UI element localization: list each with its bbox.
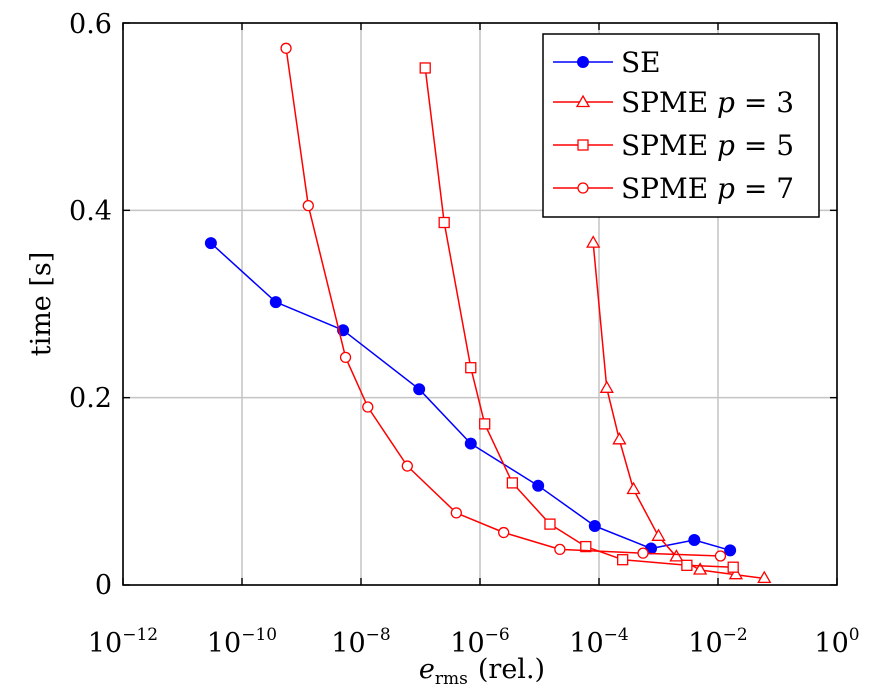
axis-ticks bbox=[122, 22, 838, 586]
data-point bbox=[681, 559, 693, 571]
data-point bbox=[413, 383, 426, 396]
series-se bbox=[204, 237, 737, 557]
legend-entry-se: SE bbox=[553, 46, 661, 79]
data-point bbox=[692, 562, 708, 575]
data-point bbox=[599, 380, 614, 393]
legend-entry-spme-p7: SPME p = 7 bbox=[553, 172, 794, 205]
data-point bbox=[728, 566, 744, 580]
data-point bbox=[498, 526, 510, 539]
legend-entry-spme-p5: SPME p = 5 bbox=[553, 129, 794, 162]
data-point bbox=[588, 519, 601, 532]
data-point bbox=[532, 479, 545, 492]
data-point bbox=[617, 554, 629, 566]
data-point bbox=[465, 362, 477, 374]
x-tick-label: 10−2 bbox=[688, 625, 747, 659]
y-tick-label: 0.4 bbox=[69, 196, 112, 227]
y-tick-labels: 0 0.2 0.4 0.6 bbox=[69, 9, 112, 601]
data-point bbox=[204, 237, 217, 250]
data-point bbox=[626, 481, 641, 495]
data-point bbox=[669, 549, 684, 562]
data-point bbox=[269, 296, 282, 309]
data-point bbox=[724, 544, 737, 557]
series-line-spme-p-5 bbox=[424, 67, 734, 568]
data-point bbox=[464, 437, 477, 450]
plot-series bbox=[204, 42, 772, 584]
data-point bbox=[302, 199, 314, 212]
data-point bbox=[362, 401, 374, 413]
data-point bbox=[479, 418, 491, 430]
x-tick-label: 10−12 bbox=[88, 625, 158, 659]
legend-box bbox=[542, 33, 820, 218]
data-point bbox=[586, 235, 601, 248]
data-point bbox=[727, 561, 739, 573]
y-tick-label: 0.2 bbox=[69, 383, 112, 414]
data-point bbox=[651, 528, 666, 541]
data-point bbox=[688, 534, 701, 547]
x-tick-label: 10−6 bbox=[450, 625, 509, 659]
series-line-se bbox=[210, 242, 731, 552]
legend-marker-spme-p5 bbox=[577, 139, 589, 151]
data-point bbox=[554, 543, 566, 556]
series-spme-p-5 bbox=[419, 62, 739, 573]
legend-entry-spme-p3: SPME p = 3 bbox=[553, 86, 794, 119]
series-line-spme-p-7 bbox=[285, 48, 721, 557]
data-point bbox=[450, 507, 462, 519]
y-tick-label: 0.6 bbox=[69, 9, 112, 40]
data-point bbox=[612, 431, 627, 445]
legend-label-se: SE bbox=[621, 46, 661, 79]
data-point bbox=[544, 518, 556, 530]
legend-label-spme-p5: SPME p = 5 bbox=[621, 129, 794, 162]
legend: SE SPME p = 3 SPME p = 5 SPME p = 7 bbox=[542, 33, 820, 218]
series-line-spme-p-3 bbox=[592, 243, 765, 580]
series-spme-p-7 bbox=[280, 42, 727, 562]
data-point bbox=[506, 477, 519, 489]
data-point bbox=[714, 550, 727, 562]
data-point bbox=[438, 216, 450, 229]
legend-label-spme-p3: SPME p = 3 bbox=[621, 86, 794, 119]
x-tick-label: 10−4 bbox=[569, 625, 628, 659]
x-tick-labels: 10−12 10−10 10−8 10−6 10−4 10−2 100 bbox=[88, 625, 860, 659]
data-point bbox=[757, 570, 772, 584]
legend-marker-se bbox=[577, 56, 589, 68]
x-axis-title: erms (rel.) bbox=[419, 654, 545, 689]
y-tick-label: 0 bbox=[95, 570, 112, 601]
x-tick-label: 10−10 bbox=[207, 625, 277, 659]
data-point bbox=[580, 540, 592, 553]
series-spme-p-3 bbox=[586, 235, 772, 584]
y-axis-title: time [s] bbox=[26, 252, 57, 357]
data-point bbox=[401, 460, 413, 472]
data-point bbox=[419, 62, 431, 74]
legend-marker-spme-p3 bbox=[575, 94, 591, 108]
legend-marker-spme-p7 bbox=[577, 182, 589, 194]
data-point bbox=[339, 351, 352, 364]
data-point bbox=[280, 42, 292, 54]
x-tick-label: 100 bbox=[814, 625, 859, 659]
x-tick-label: 10−8 bbox=[331, 625, 390, 659]
legend-label-spme-p7: SPME p = 7 bbox=[621, 172, 794, 205]
data-point bbox=[637, 547, 649, 559]
